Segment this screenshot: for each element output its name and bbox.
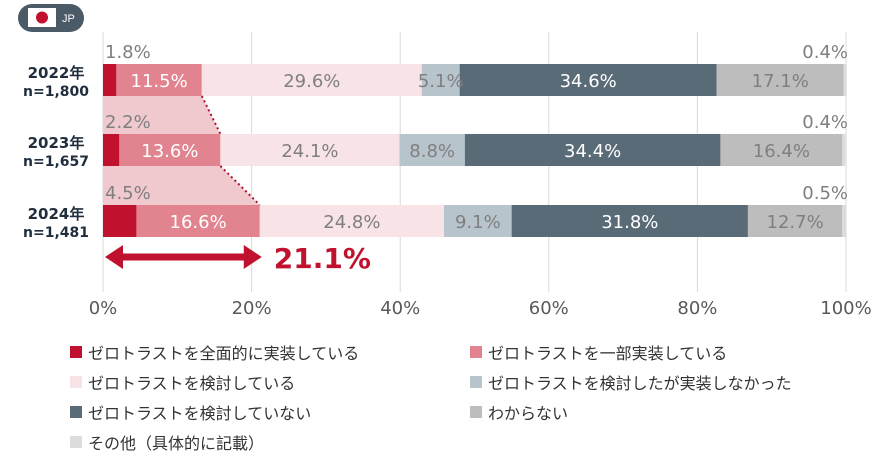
connector-dotted-line <box>200 95 222 135</box>
legend-item: その他（具体的に記載） <box>70 430 470 454</box>
badge-label: JP <box>62 13 75 25</box>
data-label: 1.8% <box>105 42 151 63</box>
bar-segment <box>421 64 460 96</box>
legend-label: わからない <box>488 404 569 423</box>
category-label: 2023年 <box>28 134 85 152</box>
data-label: 24.1% <box>281 141 338 162</box>
bar-segment <box>103 134 120 166</box>
bar-segment <box>103 64 117 96</box>
bar-segment <box>201 64 422 96</box>
data-label: 13.6% <box>141 141 198 162</box>
bar-segment <box>119 134 221 166</box>
annotation-arrow-right-head <box>243 245 262 269</box>
bar-segment <box>511 205 748 237</box>
legend-item: ゼロトラストを検討している <box>70 370 470 394</box>
legend-item: ゼロトラストを検討していない <box>70 400 470 424</box>
bar-segment <box>842 134 846 166</box>
legend-swatch <box>470 376 482 388</box>
legend-label: ゼロトラストを検討していない <box>88 404 312 423</box>
data-label: 0.5% <box>802 183 848 204</box>
x-tick-label: 100% <box>820 298 871 319</box>
sample-size-label: n=1,657 <box>23 154 89 170</box>
legend-label: ゼロトラストを全面的に実装している <box>88 344 360 363</box>
data-label: 9.1% <box>455 212 501 233</box>
bar-segment <box>136 205 260 237</box>
data-label: 16.4% <box>753 141 810 162</box>
x-tick-label: 60% <box>529 298 569 319</box>
x-tick-label: 80% <box>677 298 717 319</box>
legend-item: ゼロトラストを検討したが実装しなかった <box>470 370 870 394</box>
bar-segment <box>747 205 843 237</box>
data-label: 29.6% <box>283 71 340 92</box>
legend-swatch <box>70 406 82 418</box>
chart: JP 1.8% 11.5% 29.6% 5.1% 34.6% 17.1% 0.4% 2.2% 1… <box>18 4 872 319</box>
bar-segment <box>459 64 717 96</box>
data-label: 24.8% <box>323 212 380 233</box>
country-badge: JP <box>18 4 84 32</box>
bar-segment <box>399 134 465 166</box>
bar-segment <box>220 134 400 166</box>
legend-swatch <box>470 406 482 418</box>
connector-dotted-line <box>219 165 261 206</box>
x-tick-label: 0% <box>89 298 118 319</box>
sample-size-label: n=1,481 <box>23 225 89 241</box>
data-label: 2.2% <box>105 112 151 133</box>
data-label: 8.8% <box>409 141 455 162</box>
data-label: 5.1% <box>418 71 464 92</box>
data-label: 4.5% <box>105 183 151 204</box>
legend-swatch <box>70 436 82 448</box>
bar-segment <box>103 205 137 237</box>
legend-item: わからない <box>470 400 870 424</box>
bar-segment <box>116 64 202 96</box>
implemented-connector-band <box>103 96 221 134</box>
legend-label: ゼロトラストを検討したが実装しなかった <box>488 374 792 393</box>
legend-swatch <box>470 346 482 358</box>
annotation-arrow-left-head <box>105 245 123 269</box>
legend-item: ゼロトラストを一部実装している <box>470 340 870 364</box>
legend: ゼロトラストを全面的に実装している ゼロトラストを一部実装しているゼロトラストを検… <box>70 340 870 454</box>
legend-label: その他（具体的に記載） <box>88 434 265 453</box>
bar-segment <box>464 134 721 166</box>
legend-item: ゼロトラストを全面的に実装している <box>70 340 470 364</box>
data-label: 11.5% <box>131 71 188 92</box>
x-tick-label: 20% <box>232 298 272 319</box>
data-label: 12.7% <box>767 212 824 233</box>
bar-segment <box>716 64 844 96</box>
legend-swatch <box>70 346 82 358</box>
category-label: 2024年 <box>28 205 85 223</box>
sample-size-label: n=1,800 <box>23 84 89 100</box>
flag-sun-icon <box>36 11 48 24</box>
annotation-value: 21.1% <box>274 242 371 275</box>
implemented-connector-band <box>103 166 260 205</box>
legend-label: ゼロトラストを一部実装している <box>488 344 728 363</box>
data-label: 17.1% <box>752 71 809 92</box>
bar-segment <box>259 205 445 237</box>
bar-segment <box>842 205 846 237</box>
bar-segment <box>843 64 847 96</box>
legend-swatch <box>70 376 82 388</box>
data-label: 31.8% <box>601 212 658 233</box>
data-label: 34.6% <box>560 71 617 92</box>
legend-label: ゼロトラストを検討している <box>88 374 296 393</box>
data-label: 0.4% <box>802 112 848 133</box>
category-label: 2022年 <box>28 64 85 82</box>
data-label: 34.4% <box>564 141 621 162</box>
data-label: 0.4% <box>802 42 848 63</box>
x-tick-label: 40% <box>380 298 420 319</box>
bar-segment <box>720 134 843 166</box>
bar-segment <box>444 205 512 237</box>
data-label: 16.6% <box>170 212 227 233</box>
